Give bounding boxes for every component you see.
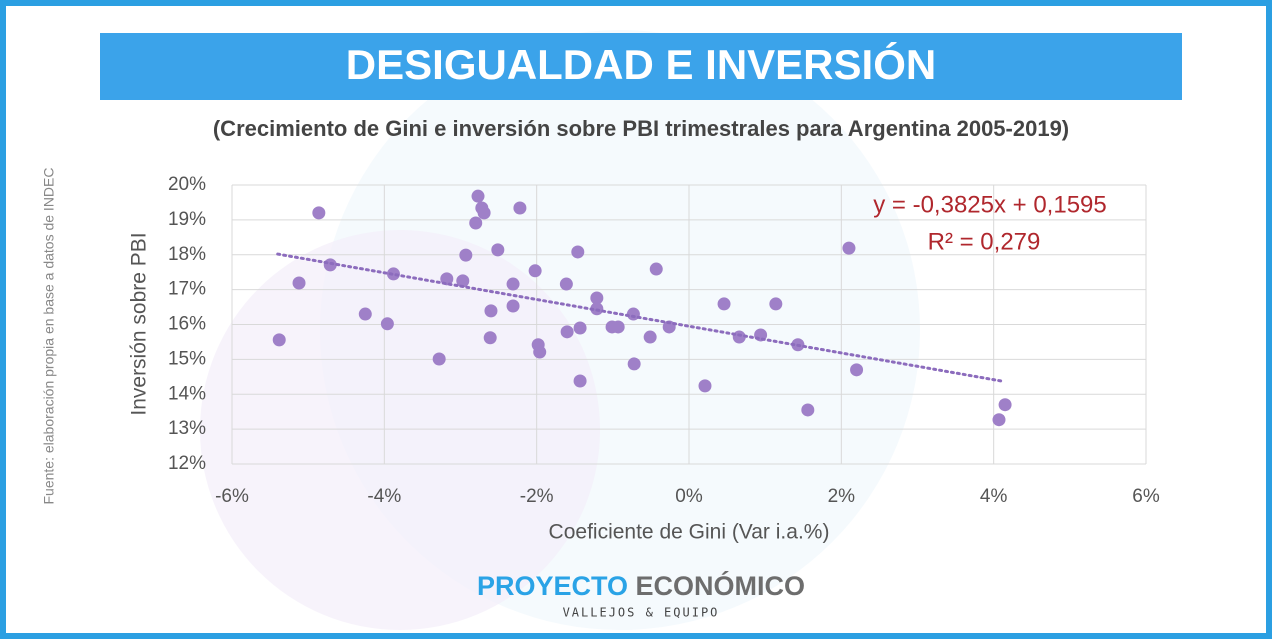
data-point	[432, 352, 446, 366]
annotation: R² = 0,279	[928, 228, 1041, 255]
chart-subtitle: (Crecimiento de Gini e inversión sobre P…	[213, 116, 1069, 141]
data-point	[528, 264, 542, 278]
data-point	[571, 245, 585, 259]
data-point	[456, 274, 470, 288]
y-tick-label: 16%	[168, 314, 206, 335]
x-axis-label: Coeficiente de Gini (Var i.a.%)	[549, 521, 830, 544]
data-point	[998, 398, 1012, 412]
y-tick-label: 18%	[168, 244, 206, 265]
x-tick-label: -6%	[215, 486, 249, 507]
data-point	[590, 291, 604, 305]
logo-brand: PROYECTO	[477, 571, 628, 601]
data-point	[513, 201, 527, 215]
data-point	[626, 307, 640, 321]
data-point	[483, 331, 497, 345]
data-point	[469, 216, 483, 230]
data-point	[484, 304, 498, 318]
chart-title: DESIGUALDAD E INVERSIÓN	[346, 40, 936, 88]
data-point	[380, 317, 394, 331]
y-tick-label: 20%	[168, 174, 206, 195]
data-point	[573, 321, 587, 335]
data-point	[801, 403, 815, 417]
data-point	[992, 413, 1006, 427]
data-point	[850, 363, 864, 377]
data-point	[769, 297, 783, 311]
watermark	[200, 230, 600, 630]
data-point	[698, 379, 712, 393]
logo-brand: ECONÓMICO	[636, 570, 806, 601]
data-point	[573, 374, 587, 388]
y-tick-label: 14%	[168, 383, 206, 404]
data-point	[323, 258, 337, 272]
data-point	[559, 277, 573, 291]
y-tick-label: 19%	[168, 209, 206, 230]
data-point	[627, 357, 641, 371]
data-point	[491, 243, 505, 257]
y-tick-label: 15%	[168, 348, 206, 369]
y-axis-label: Inversión sobre PBI	[128, 232, 151, 415]
logo: PROYECTO ECONÓMICO	[477, 570, 805, 601]
data-point	[386, 267, 400, 281]
data-point	[506, 277, 520, 291]
data-point	[312, 206, 326, 220]
data-point	[560, 325, 574, 339]
data-point	[358, 307, 372, 321]
data-point	[649, 262, 663, 276]
y-tick-label: 17%	[168, 279, 206, 300]
y-tick-label: 12%	[168, 453, 206, 474]
x-tick-label: 2%	[828, 486, 856, 507]
x-tick-label: -4%	[367, 486, 401, 507]
data-point	[643, 330, 657, 344]
x-tick-label: 6%	[1132, 486, 1160, 507]
data-point	[506, 299, 520, 313]
x-tick-label: -2%	[520, 486, 554, 507]
data-point	[292, 276, 306, 290]
annotation: y = -0,3825x + 0,1595	[873, 191, 1107, 218]
x-tick-label: 0%	[675, 486, 703, 507]
data-point	[471, 189, 485, 203]
y-tick-label: 13%	[168, 418, 206, 439]
data-point	[533, 345, 547, 359]
logo-tagline: VALLEJOS & EQUIPO	[563, 606, 720, 620]
data-point	[459, 248, 473, 262]
title-banner	[100, 33, 1182, 100]
trendline	[276, 252, 1003, 383]
x-tick-label: 4%	[980, 486, 1008, 507]
data-point	[272, 333, 286, 347]
source-note: Fuente: elaboración propia en base a dat…	[41, 168, 57, 505]
data-point	[842, 241, 856, 255]
data-point	[611, 320, 625, 334]
data-point	[717, 297, 731, 311]
data-point	[477, 206, 491, 220]
